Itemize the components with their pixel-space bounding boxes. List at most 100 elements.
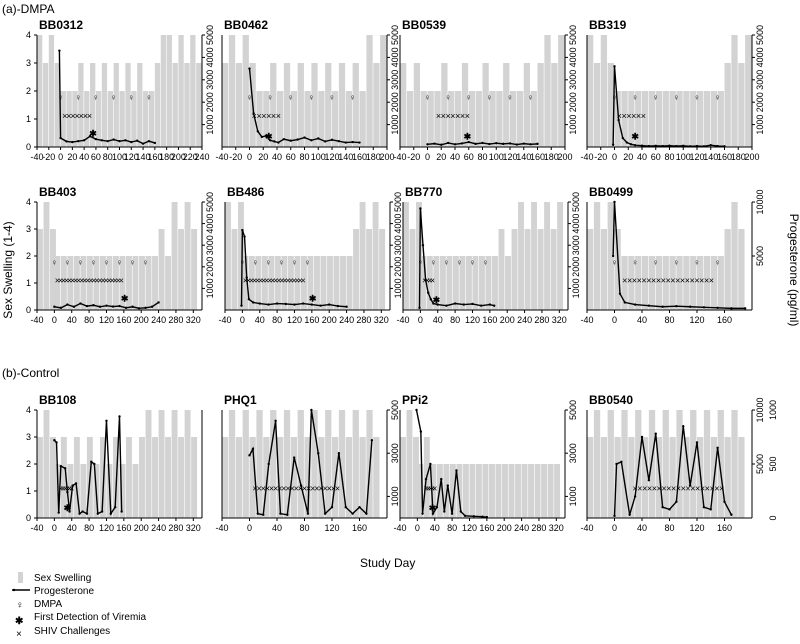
swelling-bar	[550, 229, 557, 310]
x-tick-label: 40	[67, 523, 77, 533]
progesterone-point	[98, 305, 102, 308]
shiv-marker: ×	[87, 111, 92, 121]
shiv-marker: ×	[298, 483, 303, 493]
progesterone-point	[695, 441, 699, 444]
swelling-bar	[697, 91, 704, 147]
swelling-bar	[352, 63, 359, 147]
dmpa-marker: ♀	[267, 93, 274, 103]
progesterone-point	[303, 136, 306, 139]
panel-title: BB486	[227, 185, 265, 199]
y-tick-label: 4	[26, 197, 31, 207]
dmpa-marker: ♀	[632, 93, 639, 103]
y2-tick-label: 1000	[568, 486, 578, 506]
swelling-bar	[492, 256, 498, 310]
legend-item-shiv: × SHIV Challenges	[16, 626, 110, 640]
dmpa-marker: ♀	[632, 257, 639, 267]
swelling-bar	[485, 256, 492, 310]
swelling-bar	[249, 437, 256, 518]
swelling-bar	[270, 410, 277, 518]
shiv-marker: ×	[450, 111, 455, 121]
shiv-marker: ×	[632, 275, 637, 285]
x-tick-label: 280	[531, 523, 546, 533]
y-tick-label: 1	[26, 278, 31, 288]
legend-item-sex-swelling: Sex Swelling	[18, 572, 91, 584]
x-tick-label: 160	[479, 523, 494, 533]
progesterone-point	[421, 512, 424, 515]
progesterone-point	[240, 304, 243, 307]
shiv-marker: ×	[256, 483, 261, 493]
progesterone-point	[488, 303, 492, 306]
y2-tick-label: 5000	[568, 400, 578, 420]
swelling-bar	[669, 437, 676, 518]
swelling-bar	[465, 256, 472, 310]
swelling-bar	[290, 437, 298, 518]
swelling-bar	[107, 91, 114, 147]
progesterone-point	[453, 143, 457, 146]
swelling-bar	[263, 91, 270, 147]
progesterone-point	[445, 304, 448, 307]
swelling-bar	[372, 202, 379, 310]
swelling-bar	[731, 35, 738, 147]
x-tick-label: 160	[530, 152, 545, 162]
x-tick-label: 200	[171, 152, 186, 162]
swelling-bar	[261, 256, 268, 310]
shiv-marker: ×	[621, 111, 626, 121]
x-tick-label: 40	[272, 152, 282, 162]
progesterone-point	[248, 454, 251, 457]
progesterone-point	[293, 303, 296, 306]
dmpa-marker: ♀	[486, 93, 493, 103]
progesterone-point	[633, 303, 637, 306]
y2-tick-label: 5000	[755, 25, 765, 45]
progesterone-point	[141, 142, 145, 145]
progesterone-point	[668, 144, 671, 147]
swelling-bar	[534, 464, 541, 518]
swelling-bar	[287, 256, 294, 310]
swelling-bar	[403, 202, 409, 310]
swelling-bar	[498, 229, 505, 310]
progesterone-point	[688, 484, 692, 487]
swelling-bar	[710, 91, 718, 147]
legend-swatch-point	[12, 588, 16, 592]
swelling-bar	[655, 437, 663, 518]
swelling-bar	[119, 91, 125, 147]
progesterone-point	[358, 141, 361, 144]
progesterone-point	[53, 439, 56, 442]
y2-tick-label: 2000	[205, 257, 215, 277]
swelling-bar	[448, 91, 455, 147]
progesterone-point	[688, 305, 692, 308]
dmpa-marker: ♀	[146, 93, 153, 103]
y-tick-label: 3	[26, 432, 31, 442]
y-tick-label: 2	[26, 251, 31, 261]
progesterone-point	[723, 145, 726, 148]
progesterone-point	[495, 141, 498, 145]
swelling-bar	[263, 437, 270, 518]
section-control-label: (b)-Control	[2, 366, 59, 380]
y2-tick-label: 3000	[568, 70, 578, 90]
progesterone-point	[64, 467, 67, 470]
x-tick-label: 0	[415, 523, 420, 533]
shiv-marker: ×	[289, 483, 294, 493]
dmpa-marker: ♀	[694, 93, 701, 103]
swelling-bar	[510, 91, 517, 147]
y2-tick-label: 3000	[205, 235, 215, 255]
swelling-bar	[60, 256, 67, 310]
y-tick-label: 3	[26, 224, 31, 234]
shiv-marker: ×	[243, 275, 248, 285]
progesterone-point	[96, 512, 99, 515]
x-tick-label: 180	[366, 152, 381, 162]
x-tick-label: 200	[744, 152, 759, 162]
x-tick-label: 320	[549, 523, 564, 533]
progesterone-point	[436, 303, 439, 306]
progesterone-point	[252, 301, 255, 304]
progesterone-point	[328, 303, 331, 306]
swelling-bar	[642, 437, 649, 518]
swelling-bar	[228, 410, 236, 518]
y2-tick-label: 3000	[390, 443, 400, 463]
swelling-bar	[614, 91, 621, 147]
x-tick-label: 120	[99, 523, 114, 533]
x-tick-label: 40	[67, 315, 77, 325]
progesterone-point	[459, 510, 462, 513]
progesterone-point	[501, 142, 505, 146]
shiv-marker: ×	[285, 483, 290, 493]
